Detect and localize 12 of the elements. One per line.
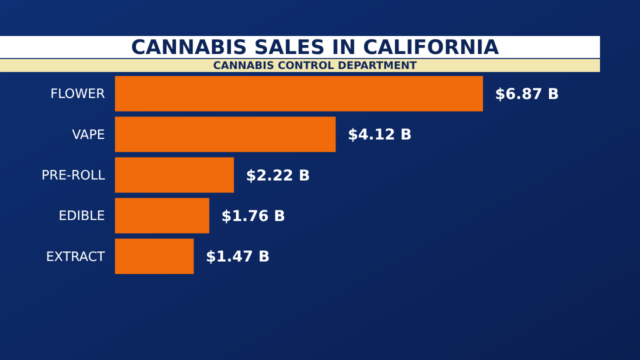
chart-subtitle: CANNABIS CONTROL DEPARTMENT (213, 60, 418, 72)
data-label: $1.76 B (221, 206, 286, 225)
y-tick-label: EXTRACT (46, 250, 106, 265)
data-label: $4.12 B (348, 126, 412, 144)
y-tick-label: EDIBLE (58, 209, 105, 224)
chart-title: CANNABIS SALES IN CALIFORNIA (130, 35, 500, 59)
data-label: $2.22 B (246, 166, 310, 184)
data-label: $1.47 B (206, 248, 270, 266)
y-tick-label: VAPE (72, 128, 105, 143)
y-tick-label: FLOWER (50, 87, 105, 102)
y-tick-label: PRE-ROLL (41, 168, 106, 184)
data-label: $6.87 B (495, 84, 560, 103)
